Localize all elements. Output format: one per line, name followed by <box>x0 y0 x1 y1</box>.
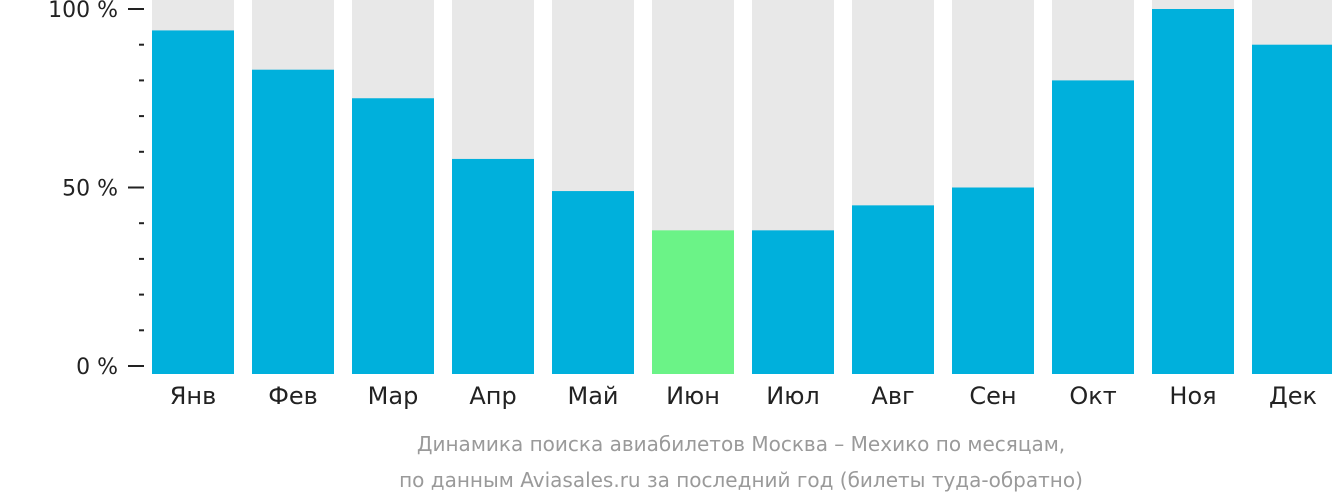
bar-12[interactable] <box>1252 44 1332 374</box>
bar-9[interactable] <box>952 187 1034 375</box>
bar-8[interactable] <box>852 205 934 374</box>
y-tick-label: 50 % <box>62 177 118 202</box>
bars-group <box>152 0 1332 375</box>
y-tick-label: 100 % <box>48 0 118 23</box>
x-tick-label: Июн <box>666 382 720 410</box>
x-tick-label: Мар <box>368 382 419 410</box>
x-tick-label: Июл <box>766 382 820 410</box>
x-tick-label: Янв <box>170 382 217 410</box>
caption-line-1: Динамика поиска авиабилетов Москва – Мех… <box>416 432 1066 456</box>
x-tick-label: Ноя <box>1169 382 1216 410</box>
caption-line-2: по данным Aviasales.ru за последний год … <box>399 468 1083 492</box>
bar-11[interactable] <box>1152 9 1234 374</box>
bar-2[interactable] <box>252 69 334 374</box>
x-tick-label: Апр <box>469 382 516 410</box>
x-tick-label: Окт <box>1069 382 1116 410</box>
x-tick-label: Авг <box>871 382 914 410</box>
bar-3[interactable] <box>352 98 434 374</box>
y-tick-label: 0 % <box>76 355 118 380</box>
bar-5[interactable] <box>552 191 634 374</box>
x-axis-labels: Янв Фев Мар Апр Май Июн Июл Авг Сен Окт Ноя Дек <box>170 382 1317 410</box>
x-tick-label: Май <box>567 382 618 410</box>
bar-7[interactable] <box>752 230 834 374</box>
bar-10[interactable] <box>1052 80 1134 375</box>
bar-6[interactable] <box>652 230 734 374</box>
y-axis: 0 % 50 % 100 % <box>48 0 144 380</box>
bar-4[interactable] <box>452 158 534 374</box>
x-tick-label: Сен <box>969 382 1016 410</box>
x-tick-label: Дек <box>1269 382 1317 410</box>
x-tick-label: Фев <box>268 382 318 410</box>
bar-1[interactable] <box>152 30 234 374</box>
